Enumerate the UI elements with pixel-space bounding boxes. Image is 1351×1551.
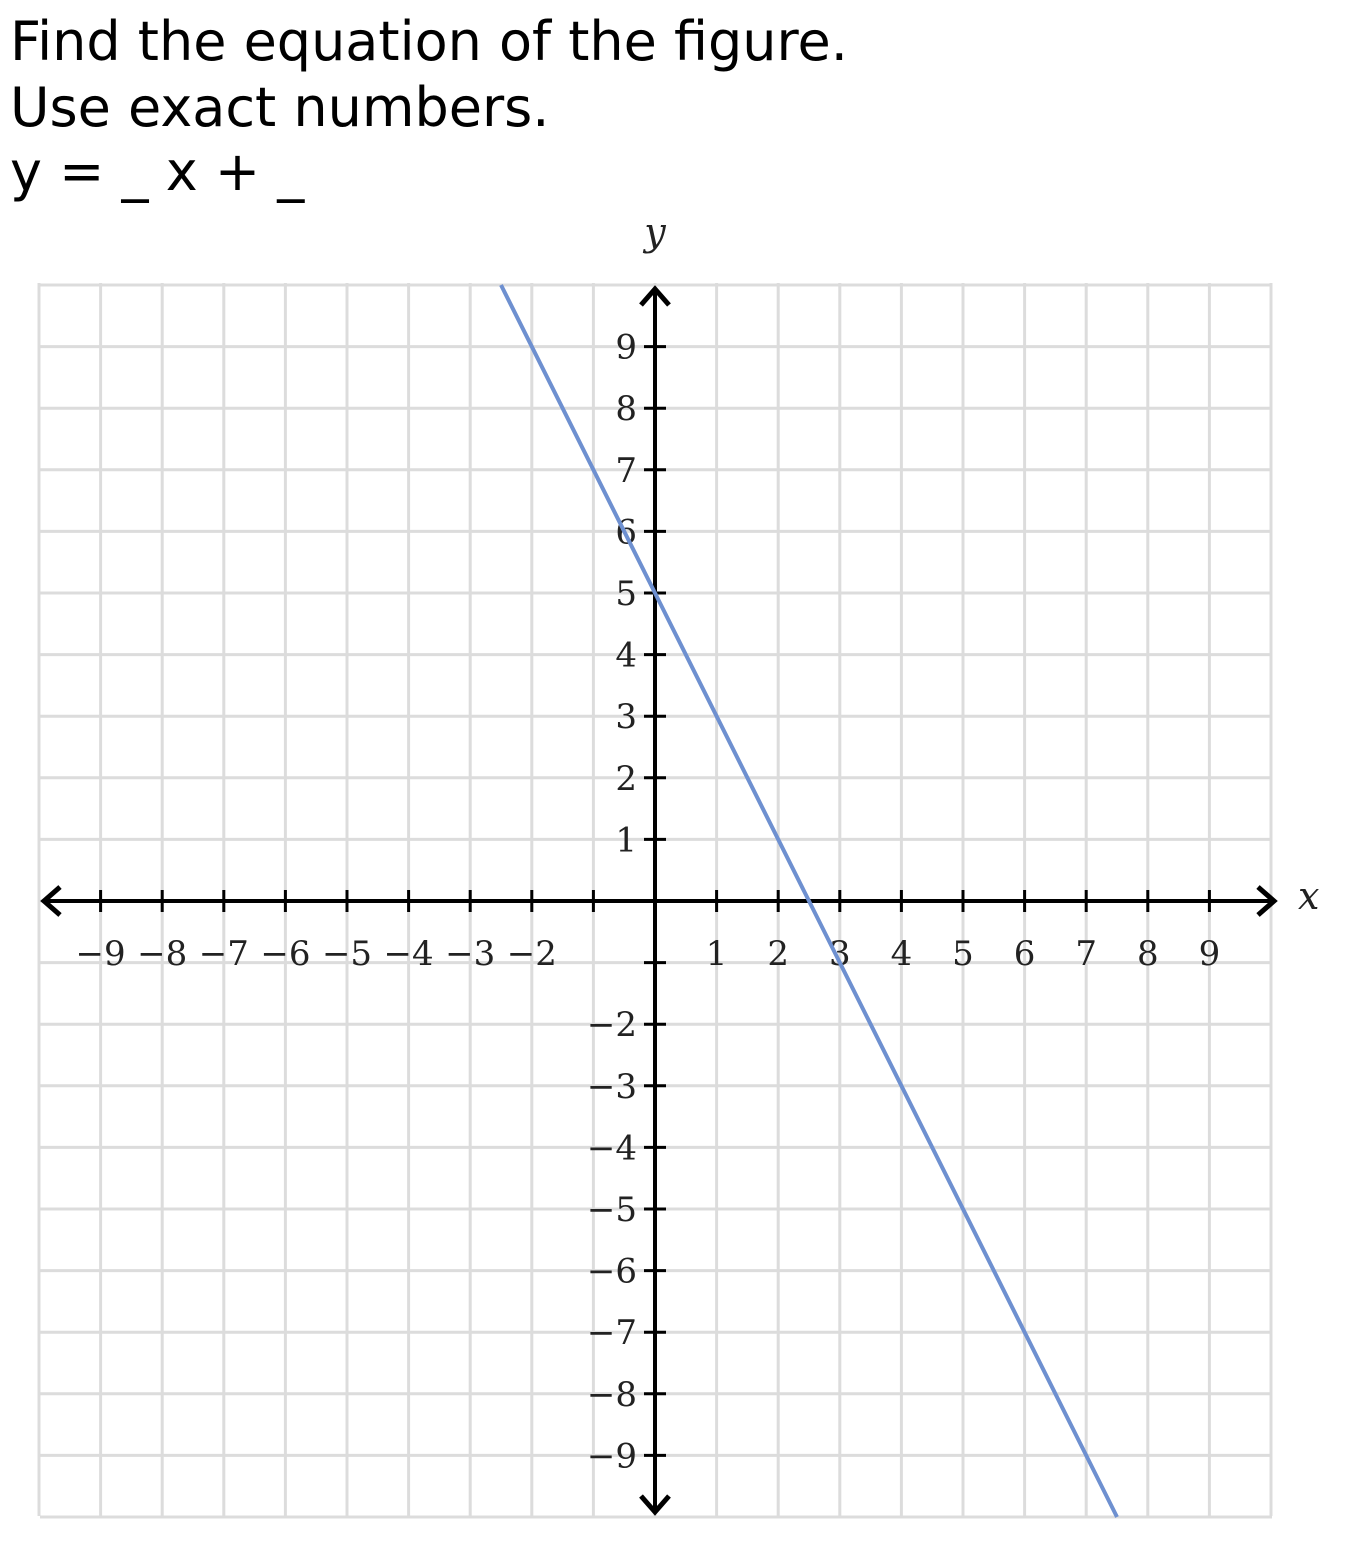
x-tick-label: 4 — [891, 934, 913, 974]
x-tick-label: −4 — [384, 934, 434, 974]
x-tick-label: −6 — [260, 934, 310, 974]
y-tick-label: 2 — [615, 759, 637, 799]
y-tick-label: 9 — [615, 328, 637, 368]
y-tick-label: −3 — [587, 1067, 637, 1107]
y-axis-arrow-down-icon — [639, 1494, 671, 1516]
prompt-instruction: Find the equation of the figure. — [10, 10, 848, 73]
y-tick-label: −7 — [587, 1313, 637, 1353]
series-line — [499, 284, 1119, 1518]
tick-labels: −9 −8 −7 −6 −5 −4 −3 −2 1 2 3 4 5 6 7 8 9987654321−2−3−4… — [76, 328, 1221, 1477]
x-tick-label: 7 — [1075, 934, 1097, 974]
x-tick-label: −5 — [322, 934, 372, 974]
y-tick-label: 7 — [615, 451, 637, 491]
x-axis-arrow-left-icon — [40, 885, 62, 917]
x-tick-label: 9 — [1199, 934, 1221, 974]
axes — [40, 285, 1278, 1516]
x-tick-label: 3 — [829, 934, 851, 974]
x-tick-label: −2 — [507, 934, 557, 974]
prompt-precision-note: Use exact numbers. — [10, 76, 550, 139]
x-tick-label: 1 — [706, 934, 728, 974]
y-tick-label: 4 — [615, 636, 637, 676]
x-tick-label: −3 — [445, 934, 495, 974]
coordinate-plane-chart: −9 −8 −7 −6 −5 −4 −3 −2 1 2 3 4 5 6 7 8 9987654321−2−3−4… — [37, 210, 1319, 1519]
y-tick-label: 1 — [615, 820, 637, 860]
x-tick-label: 2 — [767, 934, 789, 974]
equation-template: y = _ x + _ — [10, 140, 305, 203]
y-tick-label: −2 — [587, 1005, 637, 1045]
plotted-lines — [499, 284, 1119, 1518]
x-tick-label: −9 — [76, 934, 126, 974]
y-tick-label: 3 — [615, 697, 637, 737]
x-axis-label: x — [1298, 874, 1319, 918]
y-tick-label: 8 — [615, 389, 637, 429]
y-tick-label: −5 — [587, 1190, 637, 1230]
x-axis-arrow-right-icon — [1256, 885, 1278, 917]
y-axis-label: y — [642, 210, 666, 254]
y-tick-label: 5 — [615, 574, 637, 614]
x-tick-label: −7 — [199, 934, 249, 974]
y-tick-label: −4 — [587, 1128, 637, 1168]
axis-ticks — [99, 345, 1211, 1457]
x-tick-label: 8 — [1137, 934, 1159, 974]
y-axis-arrow-up-icon — [639, 285, 671, 307]
x-tick-label: 5 — [952, 934, 974, 974]
y-tick-label: −9 — [587, 1436, 637, 1476]
y-tick-label: −8 — [587, 1375, 637, 1415]
x-tick-label: 6 — [1014, 934, 1036, 974]
x-tick-label: −8 — [137, 934, 187, 974]
y-tick-label: −6 — [587, 1252, 637, 1292]
